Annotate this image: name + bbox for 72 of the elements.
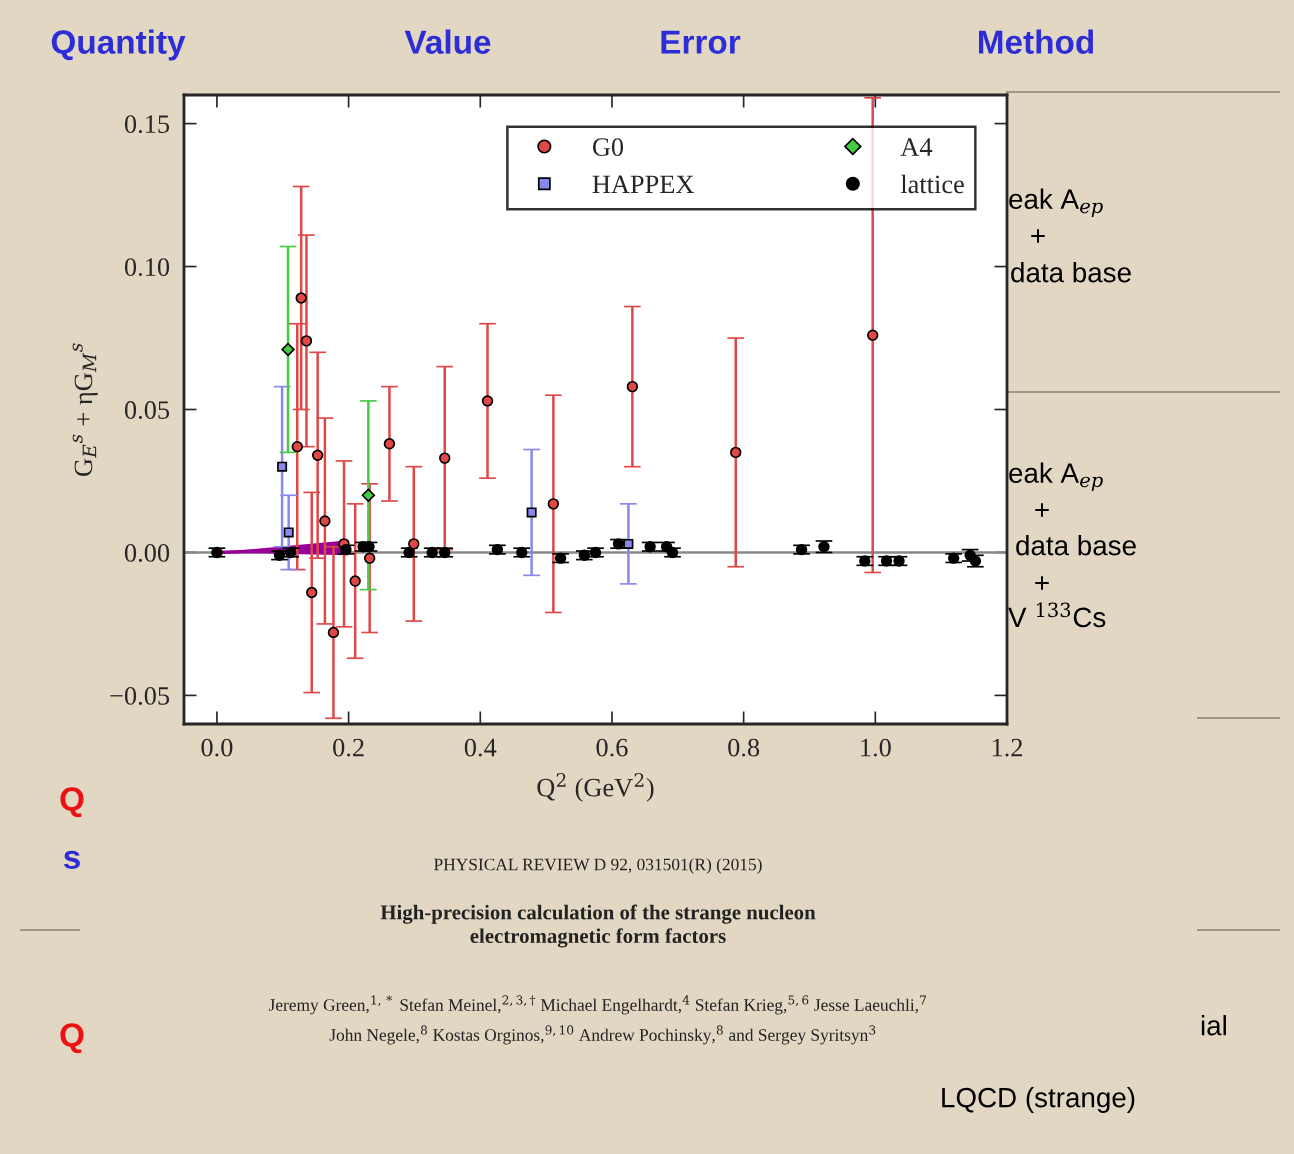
point bbox=[516, 546, 528, 559]
point bbox=[439, 452, 451, 464]
text: eak A$_{ep}$ bbox=[1009, 462, 1103, 492]
point bbox=[383, 438, 396, 450]
point bbox=[547, 498, 560, 510]
y-tick-label: 0.05 bbox=[124, 401, 170, 420]
point bbox=[893, 555, 905, 567]
text: Method bbox=[978, 29, 1094, 54]
text: Q bbox=[60, 787, 84, 818]
text: ial bbox=[1201, 1015, 1226, 1036]
x-tick-label: 0.0 bbox=[201, 738, 233, 757]
point bbox=[283, 527, 294, 538]
point bbox=[277, 461, 288, 472]
point bbox=[319, 515, 331, 527]
point bbox=[295, 292, 307, 304]
text: s bbox=[63, 850, 80, 869]
x-tick-label: 0.4 bbox=[464, 738, 497, 757]
point bbox=[730, 446, 742, 459]
legend-label: lattice bbox=[900, 174, 964, 194]
point bbox=[481, 395, 494, 407]
point bbox=[340, 543, 352, 556]
point bbox=[818, 541, 830, 553]
legend-label: HAPPEX bbox=[592, 175, 694, 193]
point bbox=[281, 342, 295, 357]
y-tick-label: 0.15 bbox=[124, 115, 170, 134]
point bbox=[311, 449, 324, 461]
x-tick-label: 0.6 bbox=[596, 738, 628, 757]
text: High-precision calculation of the strange nucleon electromagnetic form factors bbox=[380, 904, 816, 948]
text: Error bbox=[661, 30, 741, 54]
point bbox=[306, 586, 318, 599]
text: Value bbox=[404, 29, 491, 54]
point bbox=[361, 488, 376, 502]
y-tick-label: −0.05 bbox=[110, 687, 170, 705]
point bbox=[327, 626, 340, 639]
text: PHYSICAL REVIEW D 92, 031501(R) (2015) bbox=[434, 858, 762, 874]
text: data base bbox=[1016, 535, 1136, 556]
text: data base bbox=[1011, 262, 1131, 283]
point bbox=[426, 546, 438, 559]
point bbox=[211, 546, 223, 559]
text: + bbox=[1035, 576, 1049, 590]
point bbox=[349, 575, 361, 587]
legend-label: G0 bbox=[592, 138, 624, 156]
point bbox=[439, 546, 451, 559]
text: Q bbox=[60, 1023, 84, 1054]
point bbox=[300, 335, 313, 347]
point bbox=[623, 538, 634, 549]
x-tick-label: 1.0 bbox=[861, 738, 891, 757]
point bbox=[626, 380, 639, 393]
point bbox=[363, 552, 376, 564]
x-tick-label: 0.2 bbox=[333, 738, 364, 757]
text: Quantity bbox=[51, 29, 186, 61]
point bbox=[291, 440, 303, 453]
y-axis-title: G$_{E}$$^{s}$ + ηG$_{M}$$^{s}$ bbox=[72, 343, 98, 476]
x-tick-label: 0.8 bbox=[728, 738, 760, 757]
y-tick-label: 0.00 bbox=[124, 544, 170, 562]
text: John Negele,$^{8}$ Kostas Orginos,$^{9,10}$ Andrew Pochinsky,$^{8}$ and Sergey Syritsyn$^{3}$ bbox=[329, 1025, 876, 1045]
text: LQCD (strange) bbox=[942, 1087, 1135, 1113]
y-tick-label: 0.10 bbox=[124, 258, 170, 277]
text: + bbox=[1031, 229, 1045, 243]
point bbox=[866, 329, 879, 341]
x-axis-title: Q$^{2}$ (GeV$^{2}$) bbox=[537, 772, 654, 802]
point bbox=[859, 555, 871, 567]
text: eak A$_{ep}$ bbox=[1009, 188, 1103, 218]
point bbox=[644, 541, 656, 553]
point bbox=[526, 507, 537, 518]
point bbox=[403, 546, 415, 559]
x-tick-label: 1.2 bbox=[992, 738, 1023, 757]
text: + bbox=[1035, 503, 1049, 517]
text: V $^{133}$Cs bbox=[1008, 602, 1106, 628]
point bbox=[408, 538, 420, 550]
text: Jeremy Green,$^{1,*}$ Stefan Meinel,$^{2,3,†}$ Michael Engelhardt,$^{4}$ Stefan Krieg,$^{5,6}$ Jesse Laeuchli,$^{7}$ bbox=[268, 995, 927, 1015]
legend-label: A4 bbox=[900, 138, 933, 156]
